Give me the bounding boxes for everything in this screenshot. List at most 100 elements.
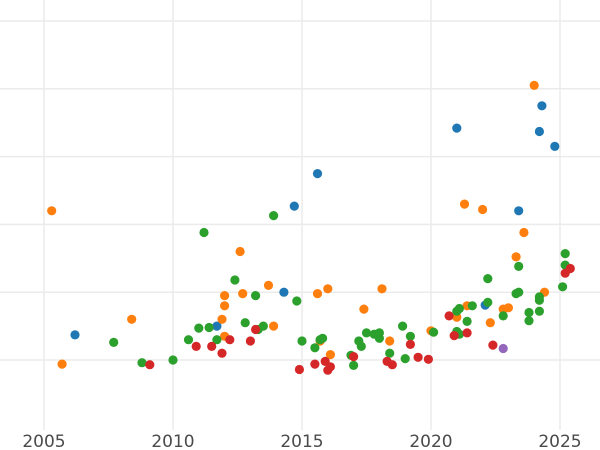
data-point [485, 318, 495, 328]
data-points [47, 80, 575, 375]
data-point [194, 323, 204, 333]
x-tick-label: 2025 [538, 432, 581, 450]
data-point [217, 314, 227, 324]
data-point [263, 280, 274, 290]
data-point [109, 337, 119, 347]
data-point [251, 324, 261, 335]
data-point [356, 341, 366, 351]
data-point [183, 335, 194, 345]
data-point [310, 359, 320, 369]
data-point [269, 321, 279, 331]
x-tick-label: 2005 [22, 432, 65, 450]
data-point [212, 335, 222, 345]
data-point [199, 227, 209, 238]
data-point [459, 199, 470, 209]
data-point [251, 291, 261, 301]
data-point [444, 311, 454, 321]
data-point [57, 359, 67, 369]
data-point [514, 287, 524, 297]
data-point [325, 362, 335, 372]
data-point [312, 289, 323, 299]
data-point [325, 350, 335, 360]
data-point [550, 141, 560, 151]
data-point [498, 311, 508, 321]
data-point [245, 336, 255, 346]
data-point [534, 292, 545, 302]
data-point [529, 80, 539, 90]
data-point [514, 206, 524, 216]
data-point [269, 211, 279, 221]
data-point [279, 287, 289, 297]
data-point [377, 284, 387, 294]
data-point [318, 333, 328, 343]
data-point [449, 331, 459, 341]
data-point [312, 169, 323, 179]
data-point [488, 340, 498, 350]
data-point [323, 284, 333, 294]
x-axis-ticks: 2005 2010 2015 2020 2025 [22, 432, 581, 450]
data-point [230, 275, 240, 285]
data-point [398, 321, 408, 331]
data-point [217, 348, 227, 358]
data-point [374, 333, 384, 343]
data-point [191, 341, 201, 351]
data-point [238, 289, 248, 299]
data-point [478, 204, 488, 215]
data-point [225, 335, 235, 345]
data-point [47, 206, 57, 216]
data-point [387, 360, 397, 370]
data-point [519, 227, 529, 238]
data-point [514, 261, 524, 271]
data-point [400, 354, 410, 364]
data-point [452, 123, 462, 133]
data-point [220, 291, 230, 301]
data-point [361, 328, 372, 338]
data-point [145, 360, 155, 370]
data-point [258, 321, 268, 331]
data-point [405, 339, 415, 349]
data-point [235, 246, 245, 257]
data-point [385, 336, 395, 346]
data-point [413, 352, 423, 362]
data-point [127, 314, 137, 324]
data-point [462, 316, 472, 326]
data-point [524, 316, 534, 326]
data-point [467, 301, 477, 311]
data-point [70, 330, 80, 340]
data-point [359, 304, 369, 314]
data-point [294, 364, 304, 375]
data-point [207, 341, 217, 351]
data-point [212, 321, 222, 331]
data-point [349, 352, 359, 362]
data-point [483, 274, 493, 284]
data-point [220, 301, 230, 311]
data-point [297, 336, 307, 346]
data-point [560, 249, 570, 259]
data-point [498, 343, 508, 354]
data-point [240, 318, 250, 328]
x-tick-label: 2010 [151, 432, 194, 450]
data-point [454, 303, 464, 314]
data-point [503, 303, 513, 313]
data-point [524, 307, 534, 318]
data-point [429, 327, 439, 337]
data-point [168, 355, 178, 365]
data-point [349, 360, 359, 370]
data-point [292, 296, 302, 306]
data-point [558, 282, 568, 292]
data-point [462, 328, 472, 338]
data-point [423, 354, 433, 364]
data-point [534, 126, 545, 137]
data-point [483, 297, 493, 307]
data-point [405, 331, 415, 341]
data-point [310, 343, 320, 353]
data-point [204, 322, 214, 333]
x-tick-label: 2015 [280, 432, 323, 450]
data-point [289, 201, 299, 211]
data-point [565, 263, 575, 274]
data-point [137, 358, 147, 368]
data-point [534, 306, 545, 316]
data-point [537, 101, 547, 111]
data-point [511, 252, 521, 262]
